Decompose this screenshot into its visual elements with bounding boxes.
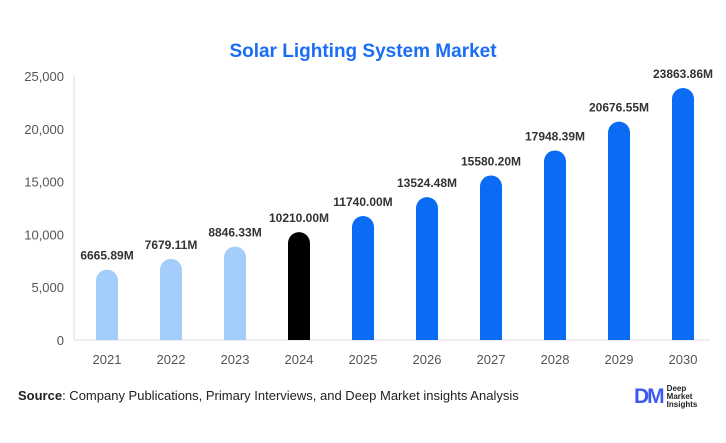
x-tick-label: 2027	[477, 352, 506, 367]
y-tick-label: 20,000	[24, 122, 64, 137]
data-label: 23863.86M	[653, 67, 713, 81]
x-tick-label: 2023	[221, 352, 250, 367]
x-tick-label: 2024	[285, 352, 314, 367]
data-label: 13524.48M	[397, 176, 457, 190]
data-label: 20676.55M	[589, 101, 649, 115]
bar-2028	[544, 150, 566, 340]
source-label: Source	[18, 388, 63, 403]
data-label: 6665.89M	[80, 249, 133, 263]
y-tick-label: 15,000	[24, 175, 64, 190]
data-label: 11740.00M	[333, 195, 392, 209]
data-label: 17948.39M	[525, 129, 585, 143]
x-tick-label: 2025	[349, 352, 378, 367]
bar-2023	[224, 246, 246, 340]
bar-2021	[96, 269, 118, 340]
bar-2025	[352, 216, 374, 340]
x-tick-label: 2021	[93, 352, 122, 367]
chart-title: Solar Lighting System Market	[229, 41, 497, 62]
x-tick-label: 2028	[541, 352, 570, 367]
x-tick-label: 2026	[413, 352, 442, 367]
x-tick-label: 2030	[669, 352, 698, 367]
x-tick-label: 2022	[157, 352, 186, 367]
data-label: 15580.20M	[461, 154, 521, 168]
data-label: 8846.33M	[208, 226, 261, 240]
bar-2024	[288, 232, 310, 340]
data-label: 10210.00M	[269, 211, 329, 225]
bar-2027	[480, 175, 502, 340]
y-tick-label: 5,000	[31, 280, 64, 295]
y-tick-label: 25,000	[24, 69, 64, 84]
bar-2029	[608, 121, 630, 340]
source-text: : Company Publications, Primary Intervie…	[62, 388, 519, 403]
logo-mark: DM	[634, 385, 665, 408]
bar-chart: Solar Lighting System Market 0 5,000 10,00…	[24, 41, 713, 367]
logo-text: Deep Market Insights	[666, 384, 698, 409]
source-note: Source: Company Publications, Primary In…	[18, 388, 519, 403]
x-tick-label: 2029	[605, 352, 634, 367]
bar-2026	[416, 197, 438, 340]
bar-2030	[672, 87, 694, 340]
y-tick-label: 0	[57, 333, 64, 348]
bar-2022	[160, 258, 182, 340]
data-label: 7679.11M	[145, 238, 198, 252]
logo: DM Deep Market Insights	[634, 385, 697, 409]
y-tick-label: 10,000	[24, 227, 64, 242]
